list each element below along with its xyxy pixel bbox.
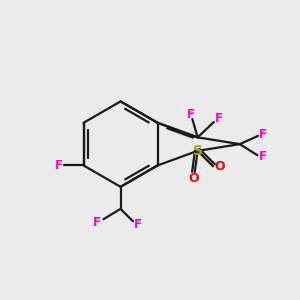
Text: F: F [215, 112, 223, 125]
Text: F: F [93, 216, 101, 229]
Text: F: F [259, 150, 267, 163]
Text: F: F [134, 218, 142, 231]
Text: O: O [188, 172, 199, 185]
Text: F: F [55, 159, 63, 172]
Text: F: F [260, 128, 267, 141]
Text: S: S [193, 144, 202, 158]
Text: F: F [187, 108, 195, 121]
Text: O: O [214, 160, 225, 173]
